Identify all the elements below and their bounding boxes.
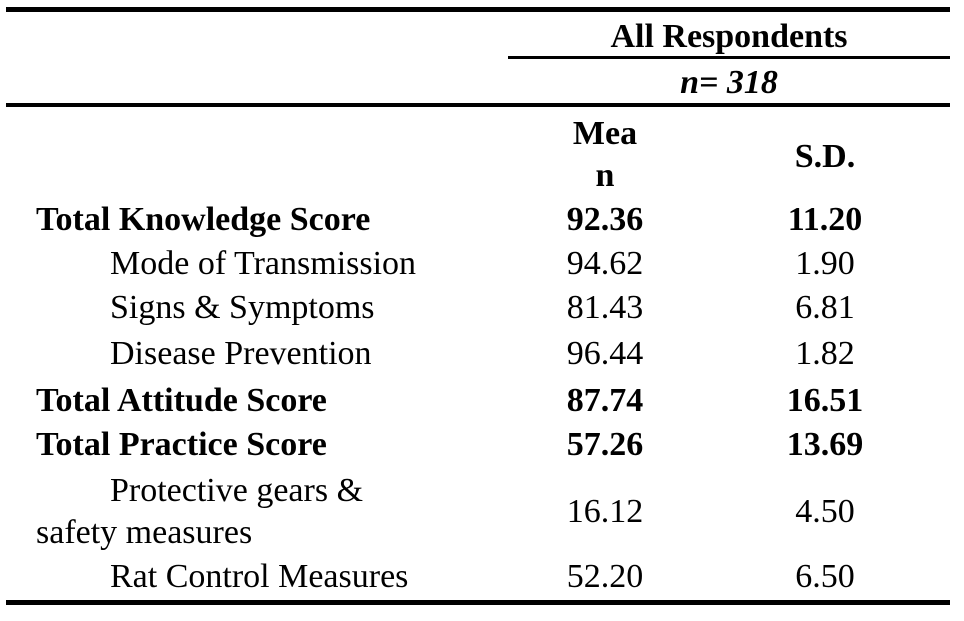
group-header-rule [508, 56, 950, 59]
row-label: Mode of Transmission [110, 245, 417, 282]
row-sd: 1.82 [795, 335, 855, 372]
row-label: Disease Prevention [110, 335, 372, 372]
row-mean: 96.44 [566, 335, 644, 372]
row-label-line1: Protective gears & [110, 472, 364, 509]
top-rule [6, 7, 950, 12]
row-mean: 57.26 [566, 426, 644, 463]
row-label: Total Practice Score [36, 426, 327, 463]
bottom-rule [6, 600, 950, 605]
row-sd: 1.90 [795, 245, 855, 282]
row-mean: 87.74 [566, 382, 644, 419]
row-sd: 6.50 [795, 558, 855, 595]
row-label-line2: safety measures [36, 514, 253, 551]
header-bottom-rule [6, 103, 950, 107]
mean-header-line1: Mea [572, 115, 638, 152]
row-mean: 94.62 [566, 245, 644, 282]
mean-header-line2: n [595, 157, 615, 194]
row-label: Rat Control Measures [110, 558, 409, 595]
row-sd: 13.69 [786, 426, 864, 463]
row-sd: 6.81 [795, 289, 855, 326]
row-sd: 16.51 [786, 382, 864, 419]
group-header: All Respondents [610, 18, 848, 55]
row-label: Signs & Symptoms [110, 289, 375, 326]
row-mean: 52.20 [566, 558, 644, 595]
row-sd: 4.50 [795, 493, 855, 530]
sample-size-label: n= 318 [680, 64, 778, 101]
row-sd: 11.20 [787, 201, 863, 238]
row-label: Total Knowledge Score [36, 201, 371, 238]
row-mean: 81.43 [566, 289, 644, 326]
row-mean: 92.36 [566, 201, 644, 238]
row-mean: 16.12 [566, 493, 644, 530]
row-label: Total Attitude Score [36, 382, 327, 419]
sd-header: S.D. [794, 138, 856, 175]
